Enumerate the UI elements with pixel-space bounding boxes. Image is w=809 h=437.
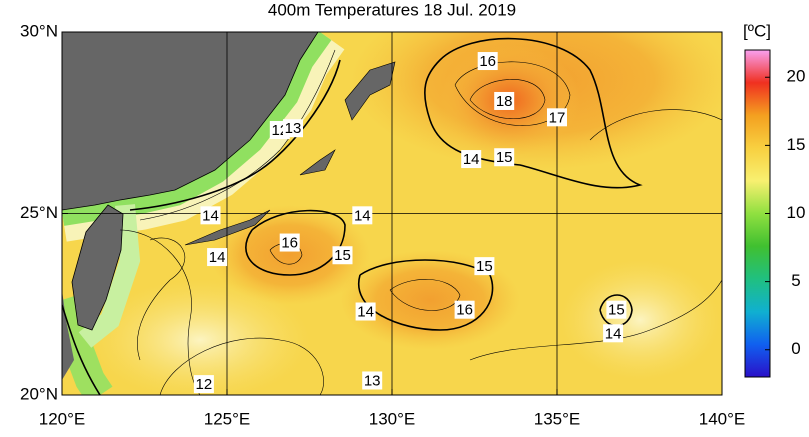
x-tick-label: 120°E — [39, 409, 86, 428]
contour-label-box — [283, 119, 303, 138]
contour-label-box — [461, 150, 482, 169]
contour-label: 15 — [608, 302, 625, 319]
contour-label: 12 — [196, 376, 213, 393]
contour-label-box — [362, 371, 383, 390]
contour-label: 14 — [605, 325, 622, 342]
contour-label-box — [352, 206, 373, 225]
colorbar-tick-label: 10 — [787, 203, 806, 222]
contour-label-box — [207, 248, 228, 267]
contour-label: 14 — [463, 151, 480, 168]
x-tick-label: 125°E — [204, 409, 251, 428]
contour-label: 15 — [496, 149, 513, 166]
x-tick-label: 130°E — [369, 409, 416, 428]
contour-label: 14 — [357, 303, 374, 320]
contour-label: 14 — [354, 207, 371, 224]
contour-label: 16 — [479, 53, 496, 70]
contour-label-box — [494, 148, 515, 167]
x-tick-label: 140°E — [699, 409, 746, 428]
map-area — [62, 32, 722, 395]
contour-label: 16 — [456, 302, 473, 319]
contour-label-box — [494, 91, 515, 110]
y-tick-label: 25°N — [20, 203, 58, 222]
contour-label-box — [474, 257, 495, 276]
contour-label-box — [477, 52, 498, 71]
contour-label-box — [332, 246, 353, 265]
colorbar-label: [ºC] — [743, 21, 771, 40]
contour-label-box — [606, 300, 627, 319]
contour-label-box — [603, 324, 624, 343]
y-tick-label: 30°N — [20, 21, 58, 40]
contour-label: 15 — [476, 258, 493, 275]
contour-label: 13 — [364, 372, 381, 389]
contour-label: 14 — [202, 207, 219, 224]
contour-label-box — [200, 206, 221, 225]
colorbar-tick-label: 20 — [787, 67, 806, 86]
contour-label: 16 — [281, 235, 298, 252]
contour-label-box — [279, 233, 300, 252]
map-title: 400m Temperatures 18 Jul. 2019 — [268, 0, 516, 19]
contour-label-box — [454, 300, 475, 319]
contour-label-box — [547, 108, 567, 127]
x-tick-label: 135°E — [534, 409, 581, 428]
contour-label: 14 — [209, 249, 226, 266]
contour-label: 18 — [496, 93, 513, 110]
contour-label-box — [193, 375, 214, 394]
contour-label-box — [355, 302, 376, 321]
colorbar-tick-label: 0 — [791, 339, 800, 358]
y-tick-label: 20°N — [20, 384, 58, 403]
colorbar-tick-label: 15 — [787, 135, 806, 154]
colorbar-tick-label: 5 — [791, 271, 800, 290]
contour-label: 13 — [285, 120, 302, 137]
contour-label: 15 — [334, 247, 351, 264]
contour-label: 17 — [549, 109, 566, 126]
